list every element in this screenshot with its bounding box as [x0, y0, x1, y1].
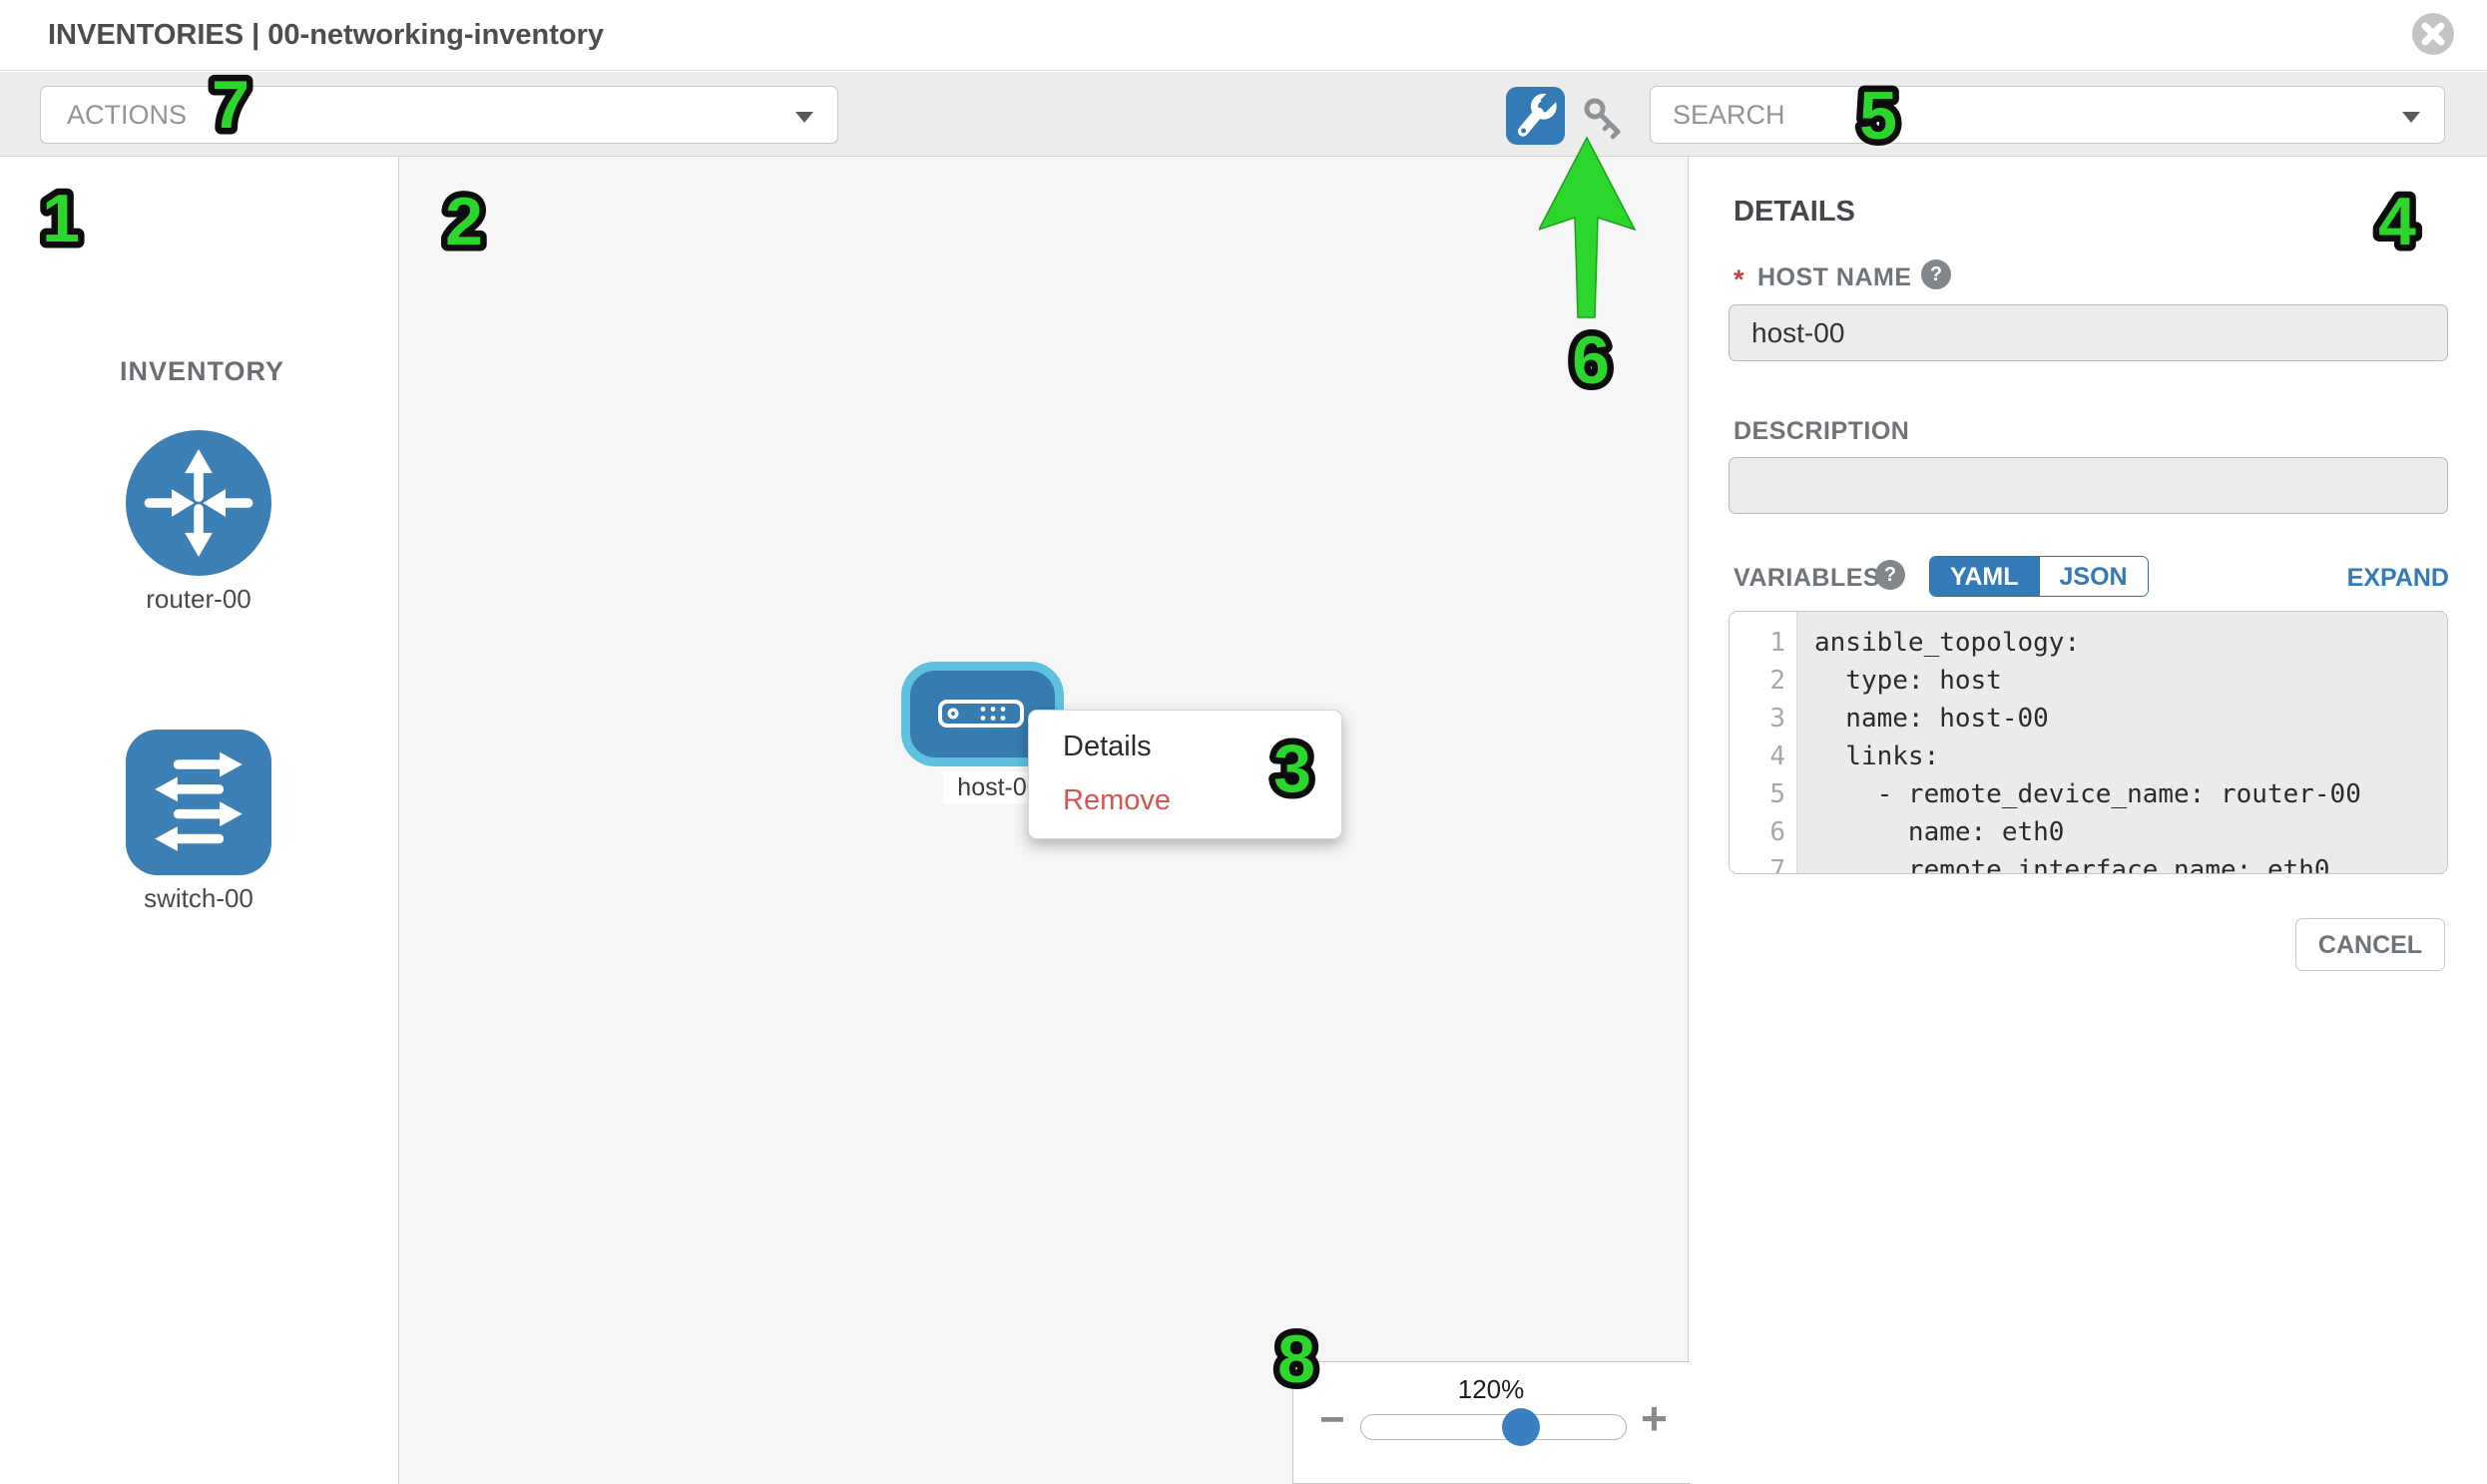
required-marker: * — [1734, 264, 1744, 294]
close-button[interactable] — [2410, 11, 2456, 57]
toolbox-button[interactable] — [1506, 87, 1565, 145]
line-number: 4 — [1769, 742, 1785, 771]
host-name-help-icon[interactable]: ? — [1921, 259, 1951, 289]
toolbar: ACTIONS — [0, 72, 2487, 157]
code-line: name: host-00 — [1814, 704, 2049, 734]
code-line: type: host — [1814, 666, 2002, 696]
code-line: name: eth0 — [1814, 817, 2065, 847]
topology-canvas[interactable]: host-00 Details Remove 120% − + — [399, 157, 1690, 1484]
code-line: remote_interface_name: eth0 — [1814, 855, 2330, 874]
variables-help-icon[interactable]: ? — [1875, 560, 1905, 590]
code-line: - remote_device_name: router-00 — [1814, 779, 2361, 809]
line-number: 1 — [1769, 628, 1785, 658]
code-line: links: — [1814, 742, 1940, 771]
cancel-button[interactable]: CANCEL — [2295, 918, 2445, 971]
key-icon — [1580, 98, 1628, 146]
search-input[interactable] — [1671, 91, 2349, 139]
key-tool-button[interactable] — [1580, 94, 1628, 142]
host-icon — [938, 700, 1024, 733]
zoom-in-button[interactable]: + — [1641, 1392, 1668, 1444]
line-number: 7 — [1769, 855, 1785, 874]
line-number: 5 — [1769, 779, 1785, 809]
inventory-item-switch-label: switch-00 — [144, 883, 253, 913]
inventory-item-router[interactable] — [126, 430, 271, 576]
inventory-panel-title: INVENTORY — [120, 356, 285, 386]
zoom-control: 120% − + — [1292, 1361, 1690, 1484]
line-number: 6 — [1769, 817, 1785, 847]
context-menu-item-remove[interactable]: Remove — [1063, 784, 1171, 816]
router-icon — [126, 448, 271, 580]
search-dropdown[interactable] — [1650, 86, 2445, 144]
chevron-down-icon — [795, 112, 813, 123]
details-panel-title: DETAILS — [1734, 196, 1855, 228]
host-name-label: HOST NAME — [1757, 263, 1912, 291]
editor-line-number-gutter: 1 2 3 4 5 6 7 — [1730, 612, 1797, 874]
node-context-menu: Details Remove — [1028, 710, 1342, 839]
actions-dropdown[interactable]: ACTIONS — [40, 86, 838, 144]
switch-icon — [126, 751, 271, 879]
zoom-slider-thumb[interactable] — [1502, 1408, 1540, 1446]
yaml-toggle-button[interactable]: YAML — [1930, 557, 2039, 596]
variables-label: VARIABLES — [1734, 564, 1881, 592]
code-line: ansible_topology: — [1814, 628, 2081, 658]
zoom-slider[interactable] — [1360, 1408, 1627, 1446]
line-number: 3 — [1769, 704, 1785, 734]
variables-code-editor: 1 2 3 4 5 6 7 ansible_topology: type: ho… — [1729, 611, 2448, 874]
inventory-item-router-label: router-00 — [146, 584, 251, 614]
page-header: INVENTORIES | 00-networking-inventory — [0, 0, 2487, 71]
line-number: 2 — [1769, 666, 1785, 696]
expand-link[interactable]: EXPAND — [2346, 564, 2449, 592]
inventory-item-switch[interactable] — [126, 730, 271, 875]
editor-code-area[interactable]: ansible_topology: type: host name: host-… — [1798, 612, 2447, 874]
close-icon — [2410, 13, 2456, 61]
details-panel: DETAILS * HOST NAME ? DESCRIPTION VARIAB… — [1690, 157, 2487, 1484]
actions-dropdown-label: ACTIONS — [67, 100, 188, 130]
zoom-out-button[interactable]: − — [1319, 1395, 1345, 1444]
zoom-level-value: 120% — [1457, 1374, 1525, 1404]
json-toggle-button[interactable]: JSON — [2038, 557, 2148, 596]
inventory-sidebar: INVENTORY router-00 — [0, 157, 399, 1484]
description-input[interactable] — [1729, 457, 2448, 514]
chevron-down-icon — [2402, 112, 2420, 123]
description-label: DESCRIPTION — [1734, 417, 1910, 445]
host-name-input[interactable] — [1729, 304, 2448, 361]
context-menu-item-details[interactable]: Details — [1063, 731, 1152, 762]
page-title: INVENTORIES | 00-networking-inventory — [48, 19, 605, 51]
wrench-icon — [1506, 90, 1565, 149]
variables-format-toggle: YAML JSON — [1929, 556, 2149, 597]
